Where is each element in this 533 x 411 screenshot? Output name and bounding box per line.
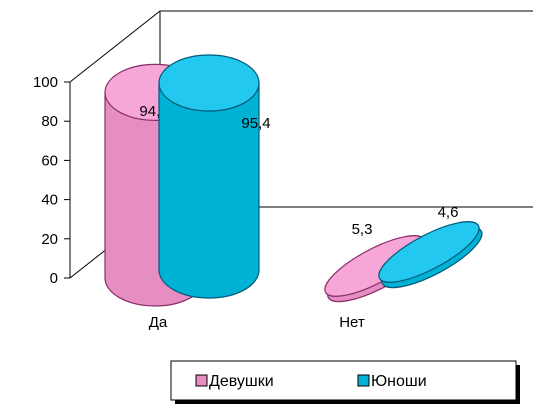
legend-swatch [195, 374, 208, 387]
y-tick-label: 80 [41, 113, 58, 130]
category-label: Нет [339, 314, 365, 331]
y-tick-label: 60 [41, 152, 58, 169]
y-tick-label: 100 [33, 74, 58, 91]
bar-yunoshi-net [378, 221, 483, 289]
data-label: 5,3 [352, 221, 373, 238]
bar-yunoshi-da [158, 54, 260, 299]
chart-bars: 94,75,395,44,6 [104, 54, 483, 307]
legend-label: Юноши [371, 373, 427, 390]
data-label: 95,4 [241, 115, 270, 132]
y-tick-label: 40 [41, 192, 58, 209]
y-axis-ticks: 0 20 40 60 80 100 [33, 74, 70, 287]
data-label: 4,6 [438, 204, 459, 221]
legend: Девушки Юноши [170, 360, 520, 404]
legend-label: Девушки [209, 373, 274, 390]
y-tick-label: 20 [41, 231, 58, 248]
category-labels: Да Нет [149, 314, 365, 331]
legend-swatch [357, 374, 370, 387]
wall-top-edge [69, 10, 161, 83]
category-label: Да [149, 314, 168, 331]
legend-box [170, 360, 517, 401]
y-tick-label: 0 [50, 270, 58, 287]
